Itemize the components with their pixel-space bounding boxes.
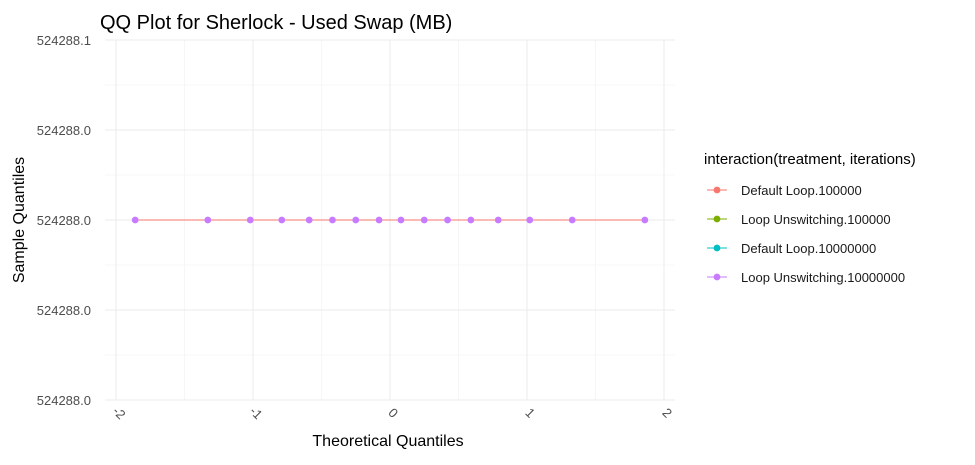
data-point [131,216,139,224]
legend-key [707,244,727,252]
y-tick-label: 524288.0 [37,213,91,228]
legend-title: interaction(treatment, iterations) [704,151,916,168]
data-point [526,216,534,224]
series-layer [131,216,649,224]
data-point [420,216,428,224]
legend-key-point [713,215,721,223]
x-tick-label: 1 [522,405,538,421]
data-point [467,216,475,224]
legend-label: Default Loop.100000 [741,183,862,198]
x-axis-title: Theoretical Quantiles [312,433,463,450]
y-tick-label: 524288.0 [37,123,91,138]
legend-key-point [713,186,721,194]
data-point [375,216,383,224]
y-axis-ticks: 524288.1 524288.0 524288.0 524288.0 524288.0 [37,33,91,408]
legend-key [707,273,727,281]
legend-key-point [713,273,721,281]
x-tick-label: 0 [385,405,401,421]
y-tick-label: 524288.0 [37,303,91,318]
y-axis-title: Sample Quantiles [11,157,28,283]
y-tick-label: 524288.1 [37,33,91,48]
legend-label: Default Loop.10000000 [741,241,876,256]
x-tick-label: -1 [247,403,266,422]
data-point [352,216,360,224]
x-axis-ticks: -2 -1 0 1 2 [110,403,675,422]
legend-key-point [713,244,721,252]
data-point [278,216,286,224]
data-point [397,216,405,224]
legend-label: Loop Unswitching.10000000 [741,270,905,285]
x-tick-label: -2 [110,403,129,422]
data-point [494,216,502,224]
legend-label: Loop Unswitching.100000 [741,212,891,227]
data-point [641,216,649,224]
data-point [329,216,336,224]
x-tick-label: 2 [659,405,675,421]
data-point [246,216,254,224]
data-point [204,216,212,224]
y-tick-label: 524288.0 [37,393,91,408]
data-point [568,216,576,224]
legend-key [707,215,727,223]
data-point [444,216,451,224]
chart-title: QQ Plot for Sherlock - Used Swap (MB) [100,12,452,34]
legend-key [707,186,727,194]
legend: interaction(treatment, iterations) Defau… [704,151,916,285]
data-point [305,216,313,224]
